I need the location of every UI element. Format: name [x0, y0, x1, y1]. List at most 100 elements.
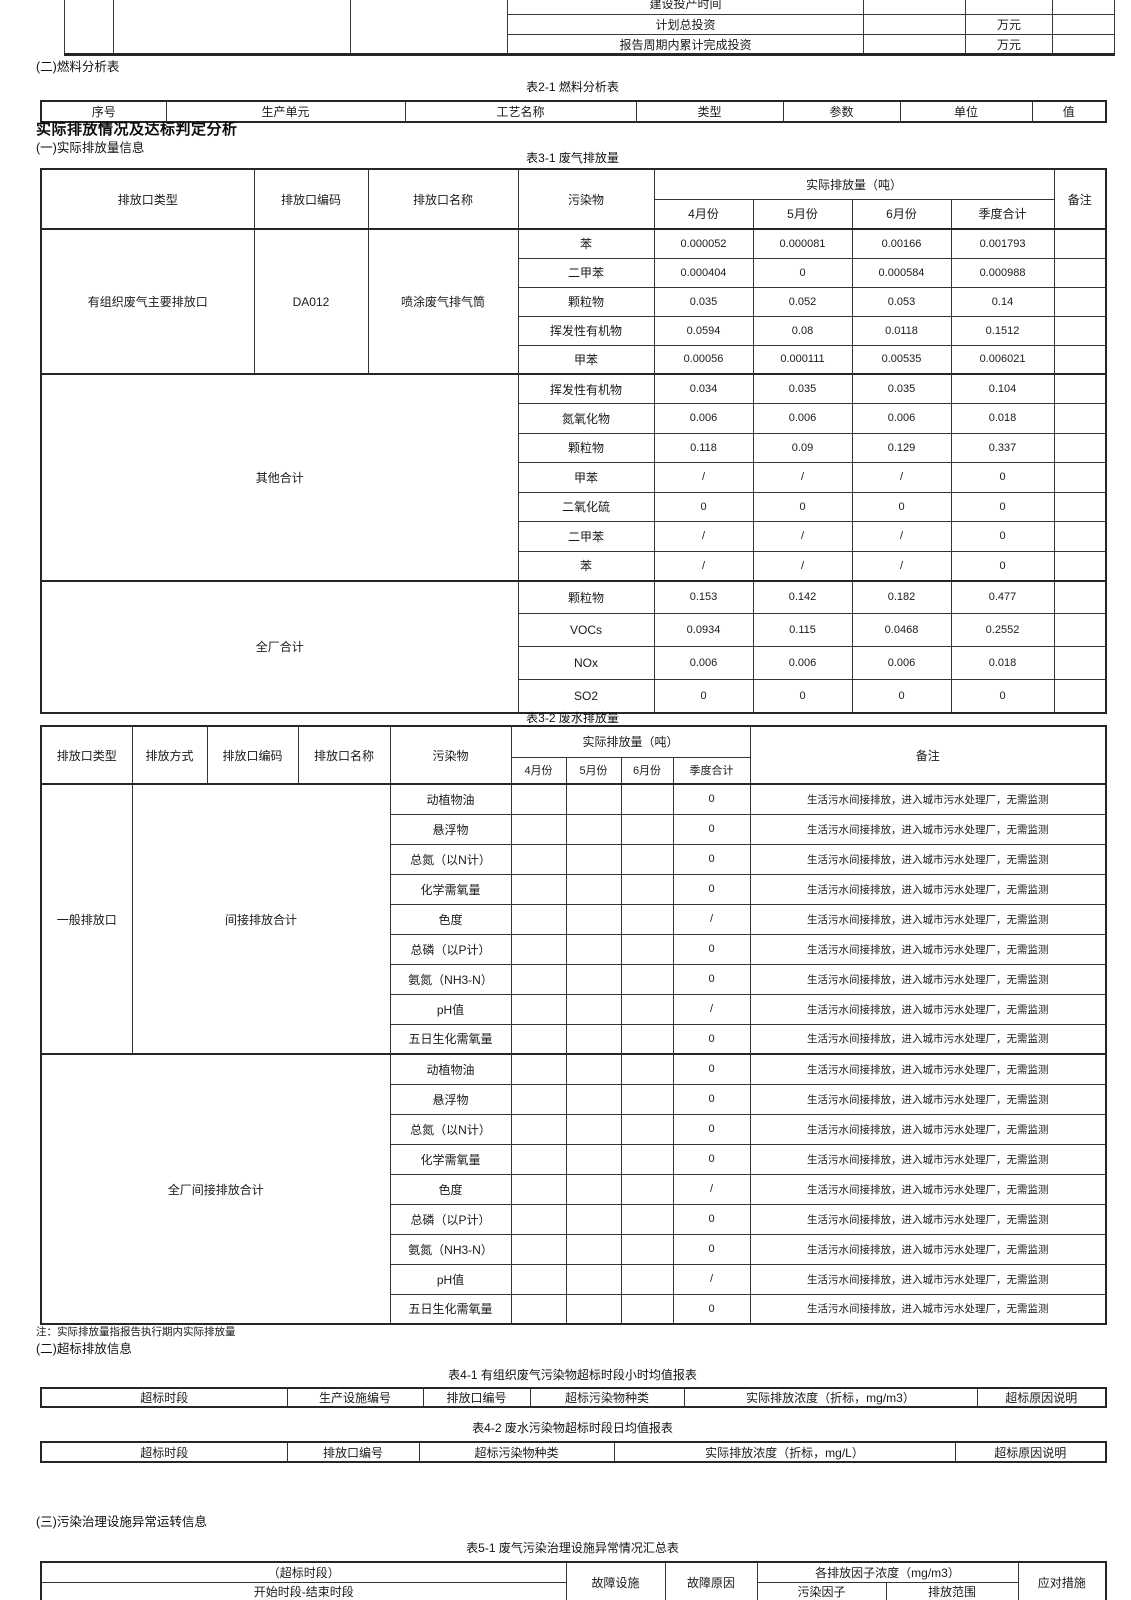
outlet-type-cell: 一般排放口	[40, 783, 133, 1055]
table-caption-5-1: 表5-1 废气污染治理设施异常情况汇总表	[466, 1541, 679, 1555]
header-cell: 排放口名称	[367, 168, 519, 230]
pollutant-cell: 总磷（以P计）	[389, 933, 512, 965]
empty-cell	[1053, 373, 1107, 404]
fuel-analysis-table: 序号 生产单元 工艺名称 类型 参数 单位 值	[40, 100, 1107, 123]
header-cell: 开始时段-结束时段	[40, 1581, 567, 1600]
pollutant-cell: 苯	[517, 228, 655, 259]
value-cell: 0.153	[653, 579, 754, 614]
table-row: 计划总投资 万元	[65, 14, 1115, 35]
pollutant-cell: 色度	[389, 903, 512, 935]
table-row: VOCs 0.0934 0.115 0.0468 0.2552	[41, 613, 1107, 647]
empty-cell	[565, 1233, 622, 1265]
pollutant-cell: 苯	[517, 550, 655, 581]
value-cell: 0.129	[851, 432, 952, 463]
header-cell: 实际排放量（吨）	[653, 168, 1055, 200]
empty-cell	[863, 34, 966, 55]
header-cell: 排放口编号	[422, 1387, 531, 1408]
pollutant-cell: pH值	[389, 993, 512, 1025]
header-cell: 污染物	[517, 168, 655, 230]
value-cell: 0	[672, 963, 751, 995]
pollutant-cell: 五日生化需氧量	[389, 1023, 512, 1055]
remark-cell: 生活污水间接排放，进入城市污水处理厂，无需监测	[749, 1053, 1107, 1085]
pollutant-cell: 化学需氧量	[389, 1143, 512, 1175]
pollutant-cell: SO2	[517, 679, 655, 713]
empty-cell	[1053, 228, 1107, 259]
header-cell: 超标时段	[40, 1387, 288, 1408]
value-cell: 0.006	[752, 403, 853, 434]
water-exceed-table: 超标时段 排放口编号 超标污染物种类 实际排放浓度（折标，mg/L） 超标原因说…	[40, 1441, 1107, 1463]
value-cell: 0	[752, 491, 853, 522]
table-row: 4月份 5月份 6月份 季度合计	[41, 756, 1106, 785]
empty-cell	[510, 963, 567, 995]
empty-cell	[510, 1203, 567, 1235]
sub-heading-actual: (一)实际排放量信息	[36, 141, 145, 155]
empty-cell	[1053, 432, 1107, 463]
header-cell: 备注	[749, 725, 1107, 785]
empty-cell	[620, 993, 674, 1025]
value-cell: 0	[851, 679, 952, 713]
table-row: 建设投产时间	[64, 0, 1115, 55]
unit-cell: 万元	[965, 34, 1053, 55]
remark-cell: 生活污水间接排放，进入城市污水处理厂，无需监测	[749, 783, 1107, 815]
empty-cell	[113, 0, 351, 55]
empty-cell	[863, 0, 966, 15]
value-cell: 0	[950, 491, 1055, 522]
value-cell: 0.0934	[653, 613, 754, 647]
header-cell: 实际排放量（吨）	[510, 725, 751, 758]
empty-cell	[620, 873, 674, 905]
header-cell: 季度合计	[672, 756, 751, 785]
footnote: 注：实际排放量指报告执行期内实际排放量	[36, 1326, 236, 1338]
header-cell: 序号	[40, 100, 167, 123]
empty-cell	[620, 1053, 674, 1085]
pollutant-cell: 总氮（以N计）	[389, 843, 512, 875]
empty-cell	[863, 14, 966, 35]
header-cell: 实际排放浓度（折标，mg/L）	[613, 1441, 956, 1463]
empty-cell	[1053, 679, 1107, 713]
gas-emission-table: 排放口类型 排放口编码 排放口名称 污染物 实际排放量（吨） 备注 4月份 5月…	[40, 168, 1108, 714]
value-cell: 0	[672, 1023, 751, 1055]
empty-cell	[1053, 315, 1107, 346]
empty-cell	[510, 903, 567, 935]
header-cell: 排放口编码	[206, 725, 299, 785]
value-cell: /	[752, 462, 853, 493]
value-cell: /	[851, 550, 952, 581]
table-row: 全厂合计 颗粒物 0.153 0.142 0.182 0.477	[40, 579, 1107, 713]
value-cell: 0	[672, 813, 751, 845]
remark-cell: 生活污水间接排放，进入城市污水处理厂，无需监测	[749, 1263, 1107, 1295]
value-cell: 0.0468	[851, 613, 952, 647]
empty-cell	[565, 1203, 622, 1235]
header-cell: 6月份	[851, 198, 952, 230]
empty-cell	[1053, 579, 1107, 614]
remark-cell: 生活污水间接排放，进入城市污水处理厂，无需监测	[749, 1143, 1107, 1175]
header-cell: 污染因子	[756, 1581, 887, 1600]
value-cell: 0	[752, 257, 853, 288]
value-cell: /	[752, 521, 853, 552]
value-cell: /	[851, 462, 952, 493]
value-cell: 0	[672, 873, 751, 905]
header-cell: 参数	[782, 100, 901, 123]
remark-cell: 生活污水间接排放，进入城市污水处理厂，无需监测	[749, 903, 1107, 935]
header-cell: 排放口名称	[297, 725, 391, 785]
outlet-name-cell: 喷涂废气排气筒	[367, 228, 519, 375]
header-cell: 超标污染物种类	[418, 1441, 615, 1463]
empty-cell	[565, 1113, 622, 1145]
pollutant-cell: 颗粒物	[517, 579, 655, 614]
section-heading-actual: 实际排放情况及达标判定分析	[36, 121, 238, 138]
value-cell: 0.14	[950, 286, 1055, 317]
value-cell: 0.006	[851, 646, 952, 680]
value-cell: 0	[672, 1053, 751, 1085]
table-row: 氮氧化物 0.006 0.006 0.006 0.018	[41, 403, 1107, 434]
value-cell: 0.035	[752, 373, 853, 404]
empty-cell	[620, 783, 674, 815]
value-cell: 0	[950, 462, 1055, 493]
empty-cell	[1052, 0, 1115, 15]
value-cell: 0.000988	[950, 257, 1055, 288]
header-cell: 超标原因说明	[954, 1441, 1107, 1463]
header-cell: 排放口编号	[286, 1441, 420, 1463]
empty-cell	[565, 813, 622, 845]
remark-cell: 生活污水间接排放，进入城市污水处理厂，无需监测	[749, 1293, 1107, 1325]
table-row: 二甲苯 0.000404 0 0.000584 0.000988	[41, 257, 1107, 288]
header-cell: 4月份	[653, 198, 754, 230]
header-cell: 5月份	[565, 756, 622, 785]
